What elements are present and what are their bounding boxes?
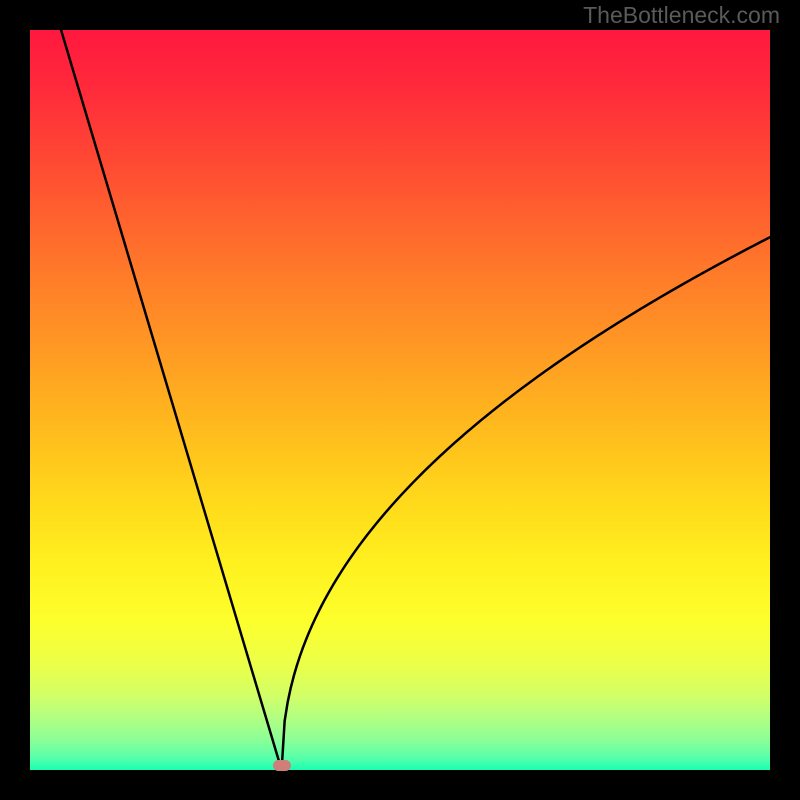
watermark-text: TheBottleneck.com	[583, 2, 780, 29]
plot-area	[30, 30, 770, 770]
chart-stage: TheBottleneck.com	[0, 0, 800, 800]
